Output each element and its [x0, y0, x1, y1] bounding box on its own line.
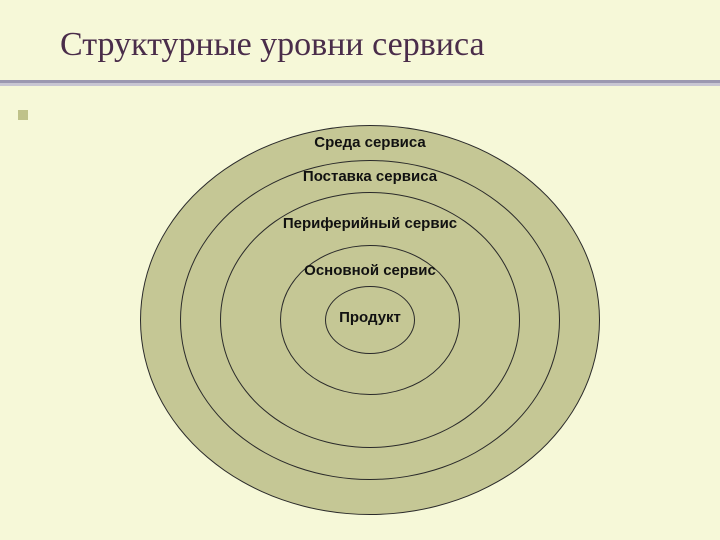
title-underline-shadow: [0, 83, 720, 86]
page-title: Структурные уровни сервиса: [60, 26, 485, 64]
ring-label-3: Основной сервис: [304, 262, 436, 279]
ring-label-1: Поставка сервиса: [303, 168, 437, 185]
slide: Структурные уровни сервиса Среда сервиса…: [0, 0, 720, 540]
body-bullet: [18, 110, 28, 120]
ring-label-2: Периферийный сервис: [283, 215, 457, 232]
ring-label-4: Продукт: [339, 309, 401, 326]
ring-label-0: Среда сервиса: [314, 134, 426, 151]
